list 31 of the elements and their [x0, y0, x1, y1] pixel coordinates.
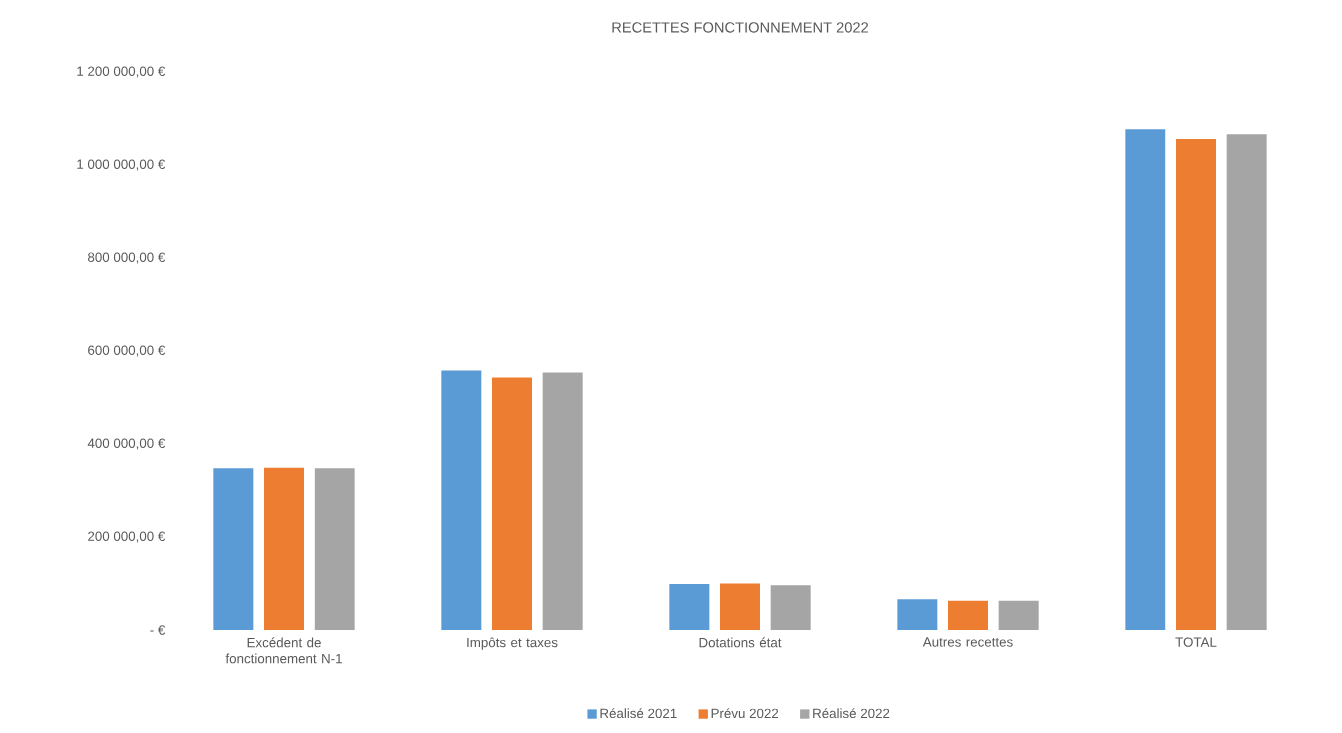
legend-label: Réalisé 2022 — [813, 708, 890, 719]
bar — [264, 467, 304, 630]
y-tick-label: 600 000,00 € — [88, 345, 166, 357]
bar — [720, 583, 761, 630]
legend-label: Réalisé 2021 — [600, 708, 677, 719]
bar — [1226, 134, 1267, 630]
bar — [213, 468, 254, 630]
legend-label: Prévu 2022 — [711, 708, 779, 719]
bar — [948, 600, 989, 630]
x-tick-label: Impôts et taxes — [467, 637, 558, 650]
bar — [770, 585, 811, 630]
x-tick-label: Dotations état — [699, 637, 782, 648]
bar — [1125, 129, 1166, 630]
bar — [669, 583, 710, 630]
bar — [542, 372, 583, 630]
chart-title: RECETTES FONCTIONNEMENT 2022 — [612, 22, 869, 33]
y-tick-label: 800 000,00 € — [88, 252, 166, 264]
bar — [1176, 138, 1217, 630]
y-tick-label: 200 000,00 € — [88, 531, 166, 543]
y-tick-label: 1 000 000,00 € — [77, 159, 166, 171]
bar — [492, 377, 532, 630]
bar — [897, 599, 938, 630]
bar — [998, 600, 1039, 630]
y-tick-label: 400 000,00 € — [87, 438, 166, 450]
bar — [314, 468, 355, 630]
y-tick-label: - € — [150, 625, 166, 635]
y-tick-label: 1 200 000,00 € — [77, 66, 166, 78]
bar — [441, 370, 482, 630]
x-tick-label: Autres recettes — [922, 637, 1013, 647]
x-tick-label: Excédent de fonctionnement N-1 — [225, 637, 342, 664]
x-tick-label: TOTAL — [1175, 637, 1217, 647]
